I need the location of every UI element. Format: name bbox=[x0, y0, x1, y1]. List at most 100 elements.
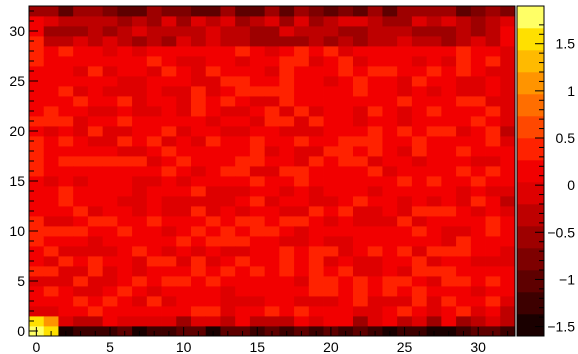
heatmap-cell bbox=[411, 6, 428, 17]
heatmap-cell bbox=[338, 156, 354, 167]
heatmap-cell bbox=[29, 86, 45, 97]
heatmap-cell bbox=[294, 306, 310, 317]
heatmap-cell bbox=[353, 76, 369, 87]
y-tick-label: 0 bbox=[17, 323, 25, 339]
heatmap-cell bbox=[176, 246, 192, 257]
heatmap-cell bbox=[117, 286, 133, 297]
heatmap-cell bbox=[382, 136, 398, 147]
heatmap-cell bbox=[426, 296, 442, 307]
heatmap-cell bbox=[102, 36, 118, 47]
heatmap-cell bbox=[146, 26, 162, 37]
heatmap-cell bbox=[43, 246, 59, 257]
heatmap-cell bbox=[485, 106, 501, 117]
heatmap-cell bbox=[146, 66, 162, 77]
heatmap-cell bbox=[161, 156, 177, 167]
heatmap-cell bbox=[235, 36, 251, 47]
heatmap-cell bbox=[411, 176, 428, 187]
heatmap-cell bbox=[353, 286, 369, 297]
heatmap-cell bbox=[500, 126, 516, 137]
heatmap-cell bbox=[176, 196, 192, 207]
heatmap-cell bbox=[353, 296, 369, 307]
heatmap-cell bbox=[367, 96, 383, 107]
heatmap-cell bbox=[117, 136, 133, 147]
heatmap-cell bbox=[58, 96, 74, 107]
heatmap-cell bbox=[249, 16, 266, 27]
heatmap-cell bbox=[176, 36, 192, 47]
heatmap-cell bbox=[235, 246, 251, 257]
heatmap-cell bbox=[117, 226, 133, 237]
heatmap-cell bbox=[117, 186, 133, 197]
heatmap-cell bbox=[456, 106, 472, 117]
heatmap-cell bbox=[382, 156, 398, 167]
heatmap-cell bbox=[73, 216, 89, 227]
x-tick-label: 25 bbox=[397, 339, 413, 354]
heatmap-cell bbox=[353, 316, 369, 327]
heatmap-cell bbox=[338, 116, 354, 127]
heatmap-cell bbox=[397, 306, 413, 317]
heatmap-cell bbox=[470, 256, 486, 267]
heatmap-cell bbox=[161, 86, 177, 97]
heatmap-cell bbox=[73, 86, 89, 97]
heatmap-cell bbox=[43, 256, 59, 267]
heatmap-cell bbox=[176, 206, 192, 217]
heatmap-cell bbox=[485, 146, 501, 157]
heatmap-cell bbox=[249, 56, 266, 67]
heatmap-cell bbox=[338, 36, 354, 47]
heatmap-cell bbox=[43, 96, 59, 107]
heatmap-cell bbox=[397, 46, 413, 57]
heatmap-cell bbox=[367, 256, 383, 267]
heatmap-cell bbox=[205, 26, 221, 37]
heatmap-cell bbox=[308, 166, 324, 177]
heatmap-cell bbox=[323, 206, 339, 217]
heatmap-cell bbox=[470, 96, 486, 107]
heatmap-cell bbox=[294, 56, 310, 67]
heatmap-cell bbox=[456, 226, 472, 237]
heatmap-cell bbox=[102, 236, 118, 247]
heatmap-cell bbox=[411, 186, 428, 197]
heatmap-cell bbox=[161, 316, 177, 327]
heatmap-cell bbox=[43, 36, 59, 47]
heatmap-cell bbox=[323, 116, 339, 127]
heatmap-cell bbox=[411, 96, 428, 107]
heatmap-cell bbox=[205, 216, 221, 227]
heatmap-cell bbox=[485, 206, 501, 217]
heatmap-cell bbox=[264, 36, 280, 47]
heatmap-cell bbox=[485, 16, 501, 27]
heatmap-cell bbox=[367, 246, 383, 257]
heatmap-cell bbox=[411, 306, 428, 317]
heatmap-cell bbox=[176, 26, 192, 37]
heatmap-cell bbox=[191, 66, 207, 77]
heatmap-cell bbox=[191, 256, 207, 267]
heatmap-cell bbox=[58, 146, 74, 157]
heatmap-cell bbox=[426, 166, 442, 177]
heatmap-cell bbox=[279, 106, 295, 117]
heatmap-cell bbox=[411, 16, 428, 27]
heatmap-cell bbox=[323, 146, 339, 157]
heatmap-cell bbox=[294, 86, 310, 97]
heatmap-cell bbox=[220, 216, 236, 227]
heatmap-cell bbox=[87, 26, 104, 37]
heatmap-cell bbox=[426, 186, 442, 197]
heatmap-cell bbox=[397, 156, 413, 167]
heatmap-cell bbox=[58, 216, 74, 227]
heatmap-cell bbox=[176, 146, 192, 157]
heatmap-cell bbox=[264, 126, 280, 137]
heatmap-cell bbox=[58, 116, 74, 127]
heatmap-cell bbox=[176, 56, 192, 67]
heatmap-cell bbox=[397, 106, 413, 117]
heatmap-cell bbox=[117, 196, 133, 207]
heatmap-cell bbox=[117, 6, 133, 17]
heatmap-cell bbox=[294, 46, 310, 57]
heatmap-cell bbox=[117, 216, 133, 227]
heatmap-cell bbox=[485, 196, 501, 207]
heatmap-cell bbox=[146, 246, 162, 257]
heatmap-cell bbox=[117, 296, 133, 307]
heatmap-cell bbox=[220, 246, 236, 257]
heatmap-cell bbox=[397, 6, 413, 17]
heatmap-cell bbox=[426, 256, 442, 267]
heatmap-cell bbox=[500, 266, 516, 277]
heatmap-cell bbox=[308, 156, 324, 167]
heatmap-cell bbox=[176, 126, 192, 137]
heatmap-cell bbox=[191, 26, 207, 37]
heatmap-cell bbox=[264, 146, 280, 157]
